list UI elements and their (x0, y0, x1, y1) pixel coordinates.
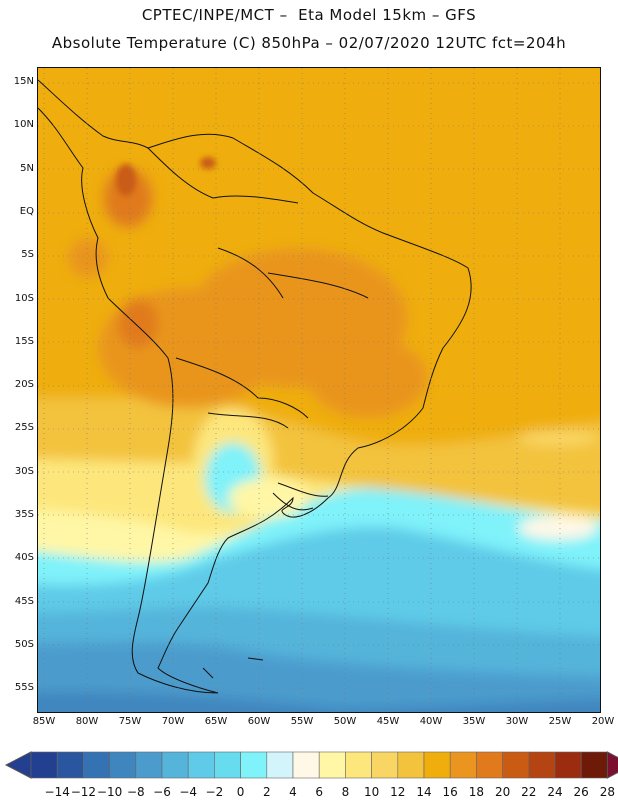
lon-label: 55W (290, 716, 314, 727)
lon-label: 85W (32, 716, 56, 727)
colorbar-cell (449, 751, 477, 779)
temperature-highs (116, 157, 216, 196)
colorbar-cell (502, 751, 530, 779)
colorbar-cell (476, 751, 503, 779)
colorbar-tick-label: 22 (521, 785, 537, 799)
lon-label: 70W (161, 716, 185, 727)
lat-label: 10S (14, 292, 34, 304)
lat-label: 5S (21, 249, 34, 261)
colorbar-cell (214, 751, 241, 779)
colorbar-tick-label: 28 (599, 785, 616, 799)
colorbar-cell (292, 751, 320, 779)
colorbar-tick-label: 4 (289, 785, 297, 799)
colorbar-tick-label: 20 (494, 785, 511, 799)
lat-label: 45S (14, 595, 34, 607)
lon-label: 50W (333, 716, 357, 727)
lon-label: 30W (505, 716, 529, 727)
lat-label: 50S (14, 638, 34, 650)
colorbar-tick-label: −2 (205, 785, 224, 799)
colorbar-cell (56, 751, 84, 779)
colorbar (4, 751, 618, 779)
lon-label: 75W (118, 716, 142, 727)
lon-label: 60W (247, 716, 271, 727)
lat-label: 30S (14, 465, 34, 477)
lat-label: 20S (14, 379, 34, 391)
colorbar-cell (187, 751, 215, 779)
lon-label: 40W (419, 716, 443, 727)
map-canvas (38, 68, 600, 712)
colorbar-cell (528, 751, 556, 779)
colorbar-cell (318, 751, 346, 779)
lon-label: 80W (75, 716, 99, 727)
colorbar-tick-label: 10 (363, 785, 380, 799)
lat-label: 35S (14, 509, 34, 520)
lat-label: 5N (20, 162, 34, 174)
lon-label: 20W (591, 716, 615, 727)
colorbar-over-arrow (606, 751, 618, 779)
title-model: CPTEC/INPE/MCT – Eta Model 15km – GFS (141, 6, 477, 24)
colorbar-cell (554, 751, 582, 779)
colorbar-tick-label: 14 (416, 785, 432, 799)
colorbar-cell (423, 751, 451, 779)
colorbar-tick-label: −14 (44, 785, 70, 799)
colorbar-tick-label: 18 (468, 785, 485, 799)
lon-label: 65W (204, 716, 228, 727)
lat-label: 15S (14, 335, 34, 347)
colorbar-under-arrow (4, 751, 32, 779)
colorbar-tick-label: −8 (126, 785, 145, 799)
colorbar-tick-label: −10 (96, 785, 123, 799)
lat-label: 40S (14, 552, 34, 564)
colorbar-cell (397, 751, 425, 779)
lon-label: 35W (462, 716, 486, 727)
colorbar-tick-label: −4 (179, 785, 198, 799)
temperature-map (37, 67, 601, 713)
colorbar-cell (580, 751, 608, 779)
colorbar-tick-label: 2 (262, 785, 271, 799)
colorbar-cell (135, 751, 163, 779)
temperature-field (38, 68, 600, 712)
title-variable: Absolute Temperature (C) 850hPa – 02/07/… (51, 34, 567, 52)
colorbar-tick-label: 0 (236, 785, 245, 799)
colorbar-cell (109, 751, 137, 779)
colorbar-tick-label: 16 (442, 785, 458, 799)
colorbar-tick-label: 24 (547, 785, 563, 799)
lat-label: 10N (13, 119, 34, 131)
colorbar-tick-label: −12 (70, 785, 97, 799)
lat-label: 25S (14, 422, 34, 434)
colorbar-cell (83, 751, 110, 779)
lon-label: 45W (376, 716, 400, 727)
lat-label: EQ (19, 205, 34, 217)
graticule (38, 68, 600, 712)
colorbar-tick-label: −6 (153, 785, 171, 799)
colorbar-cell (240, 751, 268, 779)
colorbar-cell (161, 751, 189, 779)
colorbar-tick-label: 26 (573, 785, 589, 799)
lat-label: 55S (14, 682, 34, 694)
colorbar-cell (345, 751, 372, 779)
colorbar-tick-label: 8 (341, 785, 350, 799)
colorbar-cell (30, 751, 58, 779)
colorbar-tick-label: 12 (390, 785, 406, 799)
lat-label: 15N (13, 76, 34, 87)
colorbar-tick-label: 6 (315, 785, 323, 799)
lon-label: 25W (548, 716, 572, 727)
colorbar-cell (266, 751, 294, 779)
coastlines (38, 79, 472, 694)
colorbar-cell (371, 751, 399, 779)
